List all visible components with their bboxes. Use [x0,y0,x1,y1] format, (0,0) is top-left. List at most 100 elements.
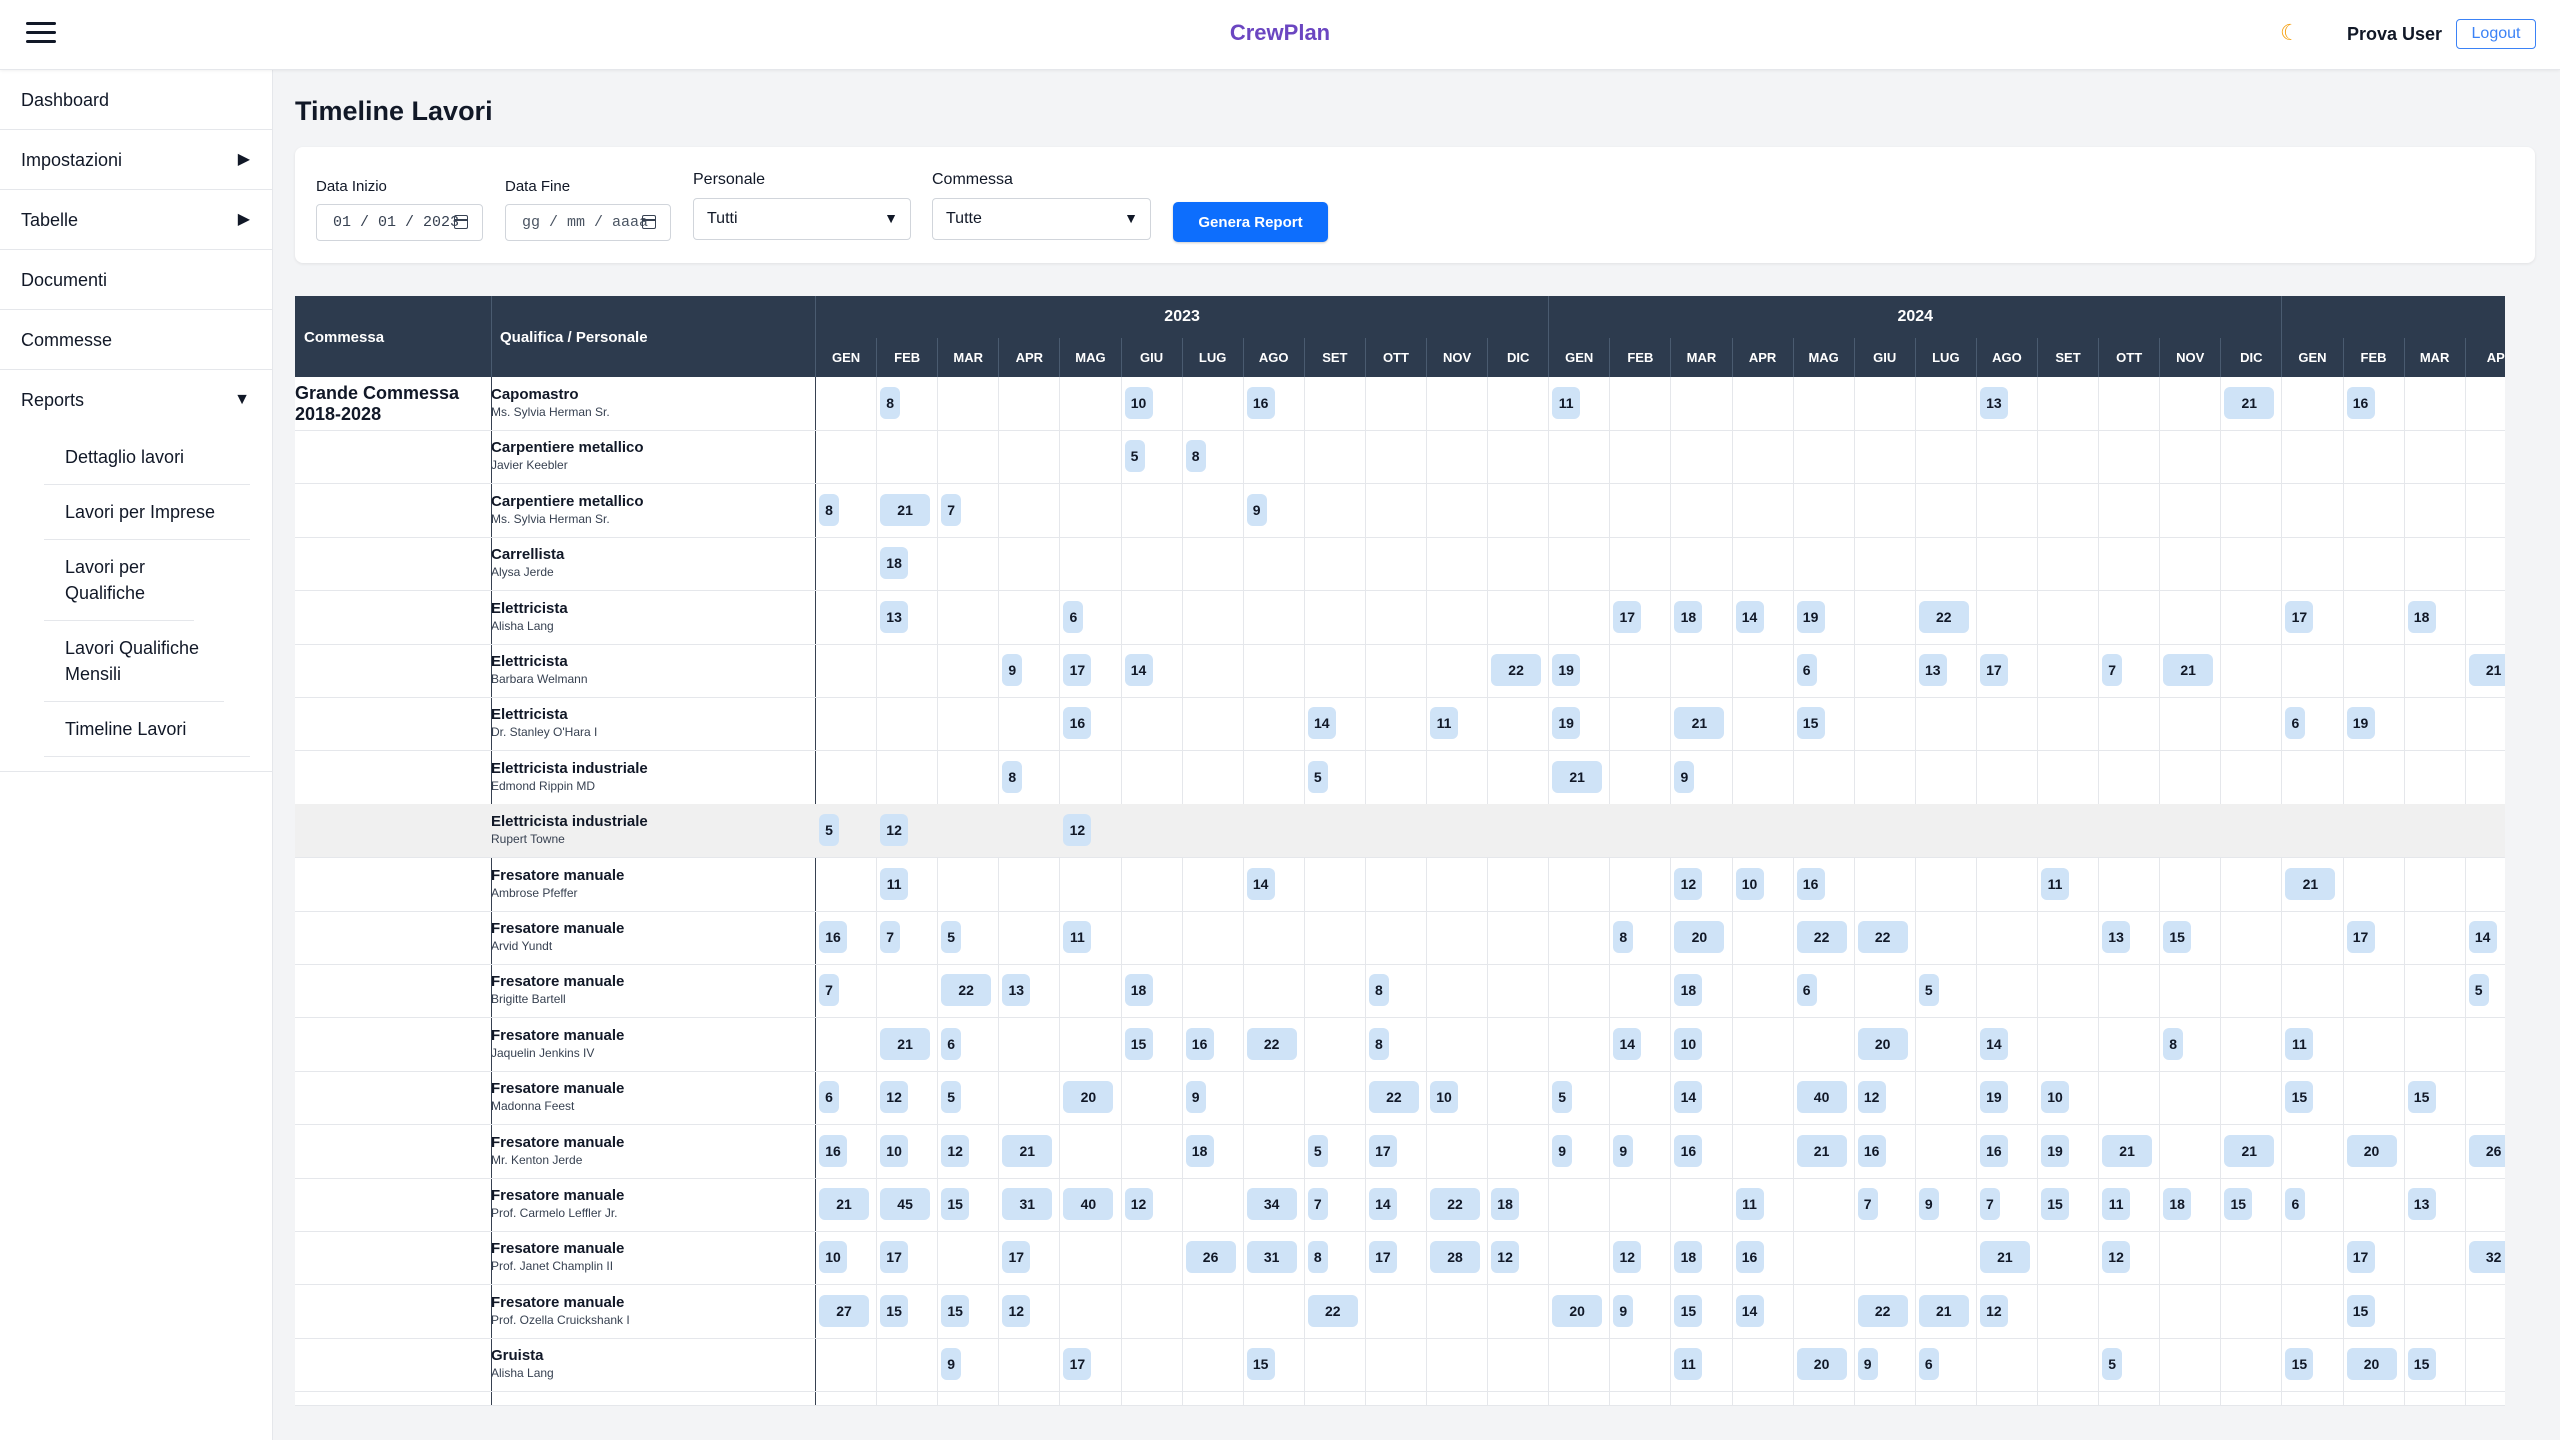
hours-badge[interactable]: 27 [819,1294,869,1327]
hours-badge[interactable]: 21 [880,1027,931,1060]
hours-badge[interactable]: 8 [1185,440,1206,473]
hours-badge[interactable]: 16 [1857,1134,1886,1167]
hours-badge[interactable]: 40 [1796,1081,1847,1114]
hours-badge[interactable]: 12 [1002,1294,1031,1327]
hours-badge[interactable]: 6 [819,1081,839,1114]
hours-badge[interactable]: 6 [1918,1348,1939,1381]
hours-badge[interactable]: 20 [1552,1294,1603,1327]
hours-badge[interactable]: 20 [2346,1348,2397,1381]
hours-badge[interactable]: 13 [880,600,909,633]
end-date-input[interactable]: gg / mm / aaaa [505,204,671,241]
hours-badge[interactable]: 5 [1307,1134,1328,1167]
hours-badge[interactable]: 21 [1674,707,1725,740]
hours-badge[interactable]: 12 [1124,1188,1153,1220]
hours-badge[interactable]: 15 [2285,1081,2314,1114]
table-row[interactable]: Carpentiere metallico Ms. Sylvia Herman S… [295,484,2505,538]
hours-badge[interactable]: 16 [819,921,847,953]
hours-badge[interactable]: 21 [1002,1134,1053,1167]
table-row[interactable]: Fresatore manuale Mr. Kenton Jerde 16 10 12 2… [295,1125,2505,1179]
hours-badge[interactable]: 5 [1307,760,1328,793]
hours-badge[interactable]: 31 [1002,1188,1053,1220]
hours-badge[interactable]: 11 [1674,1348,1703,1381]
hours-badge[interactable]: 15 [2407,1348,2436,1381]
hours-badge[interactable]: 20 [1674,921,1725,953]
hours-badge[interactable]: 22 [1307,1294,1358,1327]
hours-badge[interactable]: 31 [1246,1241,1297,1274]
sidebar-subitem-lavori-per-qualifiche[interactable]: Lavori per Qualifiche [44,540,194,621]
hours-badge[interactable]: 17 [1063,1348,1092,1381]
hours-badge[interactable]: 15 [1124,1027,1153,1060]
hours-badge[interactable]: 17 [2346,1241,2375,1274]
hours-badge[interactable]: 16 [1979,1134,2008,1167]
hours-badge[interactable]: 15 [880,1294,909,1327]
table-row[interactable]: Gruista Alisha Lang 9 17 15 11 20 9 6 5 15 20 15 [295,1338,2505,1393]
hours-badge[interactable]: 10 [1674,1027,1703,1060]
personale-select[interactable]: Tutti ▼ [693,198,911,240]
hours-badge[interactable]: 5 [941,921,962,953]
hours-badge[interactable]: 11 [1735,1188,1764,1220]
hours-badge[interactable]: 6 [2285,1188,2306,1220]
hours-badge[interactable]: 15 [2041,1188,2069,1220]
hours-badge[interactable]: 8 [2163,1027,2184,1060]
hours-badge[interactable]: 20 [1857,1027,1908,1060]
hours-badge[interactable]: 5 [1124,440,1145,473]
hours-badge[interactable]: 21 [2163,654,2214,686]
hours-badge[interactable]: 13 [1918,654,1947,686]
hours-badge[interactable]: 26 [2468,1134,2505,1167]
hours-badge[interactable]: 5 [1552,1081,1573,1114]
hours-badge[interactable]: 6 [1796,974,1817,1007]
hours-badge[interactable]: 12 [941,1134,970,1167]
hours-badge[interactable]: 21 [1979,1241,2030,1274]
hours-badge[interactable]: 21 [1552,760,1603,793]
hours-badge[interactable]: 9 [1918,1188,1939,1220]
hours-badge[interactable]: 22 [1368,1081,1419,1114]
hours-badge[interactable]: 18 [1491,1188,1520,1220]
hours-badge[interactable]: 21 [1918,1294,1969,1327]
hours-badge[interactable]: 10 [2041,1081,2069,1114]
hours-badge[interactable]: 7 [1307,1188,1328,1220]
hours-badge[interactable]: 5 [941,1081,962,1114]
table-row[interactable]: Elettricista Dr. Stanley O'Hara I 16 14 11 19… [295,697,2505,752]
hours-badge[interactable]: 21 [2224,1134,2275,1167]
hours-badge[interactable]: 17 [1368,1134,1397,1167]
hours-badge[interactable]: 14 [1735,1294,1764,1327]
hours-badge[interactable]: 11 [880,867,909,900]
sidebar-item-tabelle[interactable]: Tabelle ▶ [0,190,272,250]
sidebar-item-documenti[interactable]: Documenti [0,250,272,310]
hours-badge[interactable]: 12 [1674,867,1703,900]
table-row[interactable]: Fresatore manuale Prof. Carmelo Leffler J… [295,1178,2505,1232]
hours-badge[interactable]: 14 [1613,1027,1642,1060]
hours-badge[interactable]: 7 [1857,1188,1878,1220]
hours-badge[interactable]: 18 [1674,974,1703,1007]
hours-badge[interactable]: 11 [1430,707,1458,740]
hours-badge[interactable]: 16 [819,1134,847,1167]
hours-badge[interactable]: 22 [1796,921,1847,953]
table-row[interactable]: Fresatore manuale Brigitte Bartell 7 22 13 18… [295,964,2505,1019]
hours-badge[interactable]: 9 [1613,1134,1634,1167]
hours-badge[interactable]: 21 [2285,867,2336,900]
hours-badge[interactable]: 18 [2407,600,2436,633]
hours-badge[interactable]: 15 [1246,1348,1275,1381]
hours-badge[interactable]: 40 [1063,1188,1114,1220]
sidebar-item-reports[interactable]: Reports ▼ [0,370,272,430]
hours-badge[interactable]: 5 [2468,974,2489,1007]
hours-badge[interactable]: 14 [1674,1081,1703,1114]
calendar-icon[interactable] [642,215,656,229]
hours-badge[interactable]: 7 [1979,1188,2000,1220]
hours-badge[interactable]: 15 [2346,1294,2375,1327]
hours-badge[interactable]: 17 [2346,921,2375,953]
hours-badge[interactable]: 19 [1552,707,1581,740]
hours-badge[interactable]: 8 [1368,1027,1389,1060]
hours-badge[interactable]: 8 [1613,921,1634,953]
hours-badge[interactable]: 14 [2468,921,2497,953]
sidebar-subitem-timeline-lavori[interactable]: Timeline Lavori [44,702,250,757]
hours-badge[interactable]: 11 [2102,1188,2131,1220]
hours-badge[interactable]: 13 [2102,921,2131,953]
generate-report-button[interactable]: Genera Report [1173,202,1328,242]
hours-badge[interactable]: 7 [880,921,901,953]
hours-badge[interactable]: 15 [1674,1294,1703,1327]
hours-badge[interactable]: 19 [2346,707,2375,740]
hours-badge[interactable]: 21 [1796,1134,1847,1167]
hours-badge[interactable]: 22 [1857,921,1908,953]
hours-badge[interactable]: 15 [2224,1188,2253,1220]
